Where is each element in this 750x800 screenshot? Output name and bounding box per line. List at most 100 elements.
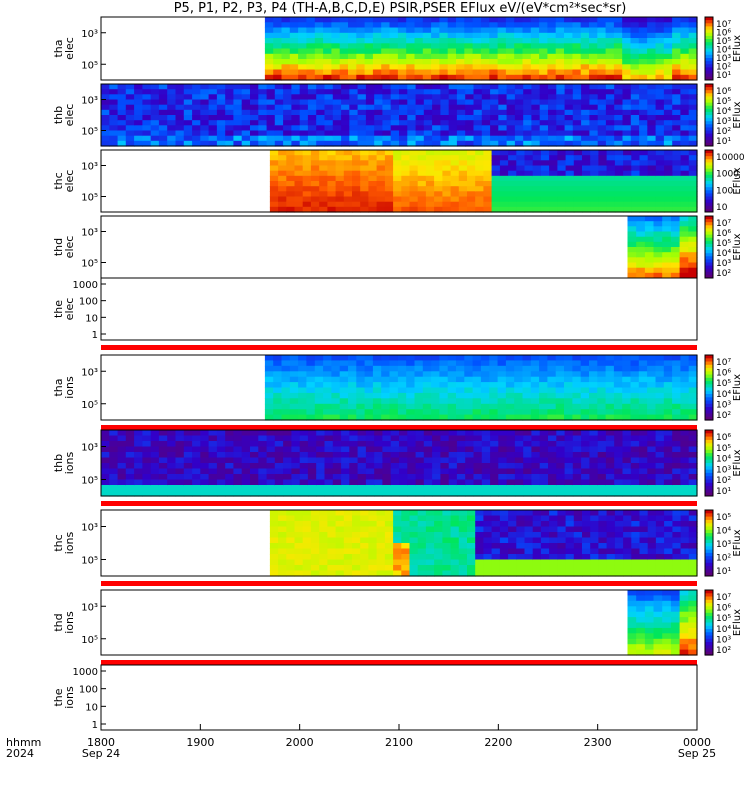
heatmap-cell <box>647 485 657 492</box>
heatmap-cell <box>109 104 119 111</box>
heatmap-cell <box>264 22 274 29</box>
heatmap-cell <box>175 446 185 453</box>
heatmap-cell <box>540 191 550 198</box>
heatmap-cell <box>564 392 573 399</box>
colorbar-segment <box>705 199 713 204</box>
heatmap-cell <box>679 257 689 264</box>
heatmap-cell <box>423 109 433 116</box>
heatmap-cell <box>508 186 517 192</box>
heatmap-cell <box>407 468 417 475</box>
heatmap-cell <box>548 135 557 142</box>
heatmap-cell <box>348 69 357 76</box>
heatmap-cell <box>341 485 350 492</box>
heatmap-cell <box>390 84 400 90</box>
heatmap-cell <box>680 64 690 71</box>
heatmap-cell <box>192 474 201 481</box>
heatmap-cell <box>109 125 119 132</box>
heatmap-cell <box>456 22 465 29</box>
heatmap-cell <box>332 452 342 459</box>
heatmap-cell <box>360 165 369 172</box>
heatmap-cell <box>372 403 382 410</box>
heatmap-cell <box>572 32 582 39</box>
heatmap-cell <box>447 22 457 29</box>
heatmap-cell <box>467 543 476 550</box>
heatmap-cell <box>480 376 490 383</box>
heatmap-cell <box>310 537 320 544</box>
colorbar-segment <box>705 225 713 229</box>
heatmap-cell <box>241 125 251 132</box>
heatmap-cell <box>465 452 475 459</box>
heatmap-cell <box>319 160 328 167</box>
heatmap-cell <box>348 355 357 361</box>
heatmap-cell <box>530 392 540 399</box>
heatmap-cell <box>283 135 292 142</box>
heatmap-cell <box>415 120 425 126</box>
heatmap-cell <box>653 617 663 624</box>
heatmap-cell <box>364 376 374 383</box>
heatmap-cell <box>597 387 607 394</box>
heatmap-cell <box>335 543 345 550</box>
heatmap-cell <box>448 474 458 481</box>
heatmap-cell <box>491 191 501 198</box>
heatmap-cell <box>688 554 698 561</box>
heatmap-cell <box>672 398 681 405</box>
heatmap-cell <box>622 89 632 95</box>
heatmap-cell <box>647 548 657 555</box>
heatmap-cell <box>356 32 366 39</box>
heatmap-cell <box>225 463 235 470</box>
heatmap-cell <box>291 463 301 470</box>
heatmap-cell <box>314 365 324 372</box>
heatmap-cell <box>448 463 458 470</box>
heatmap-cell <box>294 521 304 528</box>
heatmap-cell <box>598 570 608 577</box>
heatmap-cell <box>524 526 534 533</box>
heatmap-cell <box>283 463 292 470</box>
heatmap-cell <box>397 360 407 367</box>
heatmap-cell <box>314 387 324 394</box>
heatmap-cell <box>491 175 501 182</box>
heatmap-cell <box>357 109 367 116</box>
heatmap-cell <box>364 64 374 71</box>
heatmap-cell <box>688 543 698 550</box>
heatmap-cell <box>475 175 484 182</box>
heatmap-cell <box>606 510 616 517</box>
heatmap-cell <box>439 409 449 416</box>
heatmap-cell <box>630 485 640 492</box>
heatmap-cell <box>662 600 672 607</box>
colorbar-segment <box>705 124 713 128</box>
heatmap-cell <box>316 84 326 90</box>
heatmap-cell <box>415 463 425 470</box>
heatmap-cell <box>481 104 491 111</box>
heatmap-cell <box>464 382 474 389</box>
heatmap-cell <box>264 403 274 410</box>
heatmap-cell <box>314 355 324 361</box>
heatmap-cell <box>332 441 342 448</box>
heatmap-cell <box>473 140 483 147</box>
heatmap-cell <box>539 109 549 116</box>
heatmap-cell <box>384 554 394 561</box>
heatmap-cell <box>672 565 682 572</box>
heatmap-cell <box>655 565 665 572</box>
heatmap-cell <box>582 160 591 167</box>
heatmap-cell <box>531 468 541 475</box>
heatmap-cell <box>306 64 316 71</box>
heatmap-cell <box>523 490 533 497</box>
heatmap-cell <box>613 69 623 76</box>
heatmap-cell <box>269 565 279 572</box>
heatmap-cell <box>319 165 328 172</box>
heatmap-cell <box>473 485 483 492</box>
heatmap-cell <box>432 457 441 464</box>
heatmap-cell <box>349 463 359 470</box>
heatmap-cell <box>490 109 499 116</box>
heatmap-cell <box>440 104 450 111</box>
heatmap-cell <box>299 468 309 475</box>
heatmap-cell <box>125 99 135 106</box>
heatmap-cell <box>302 554 312 561</box>
heatmap-cell <box>475 201 484 208</box>
heatmap-cell <box>323 360 332 367</box>
heatmap-cell <box>422 403 432 410</box>
heatmap-cell <box>605 130 615 137</box>
heatmap-cell <box>241 441 251 448</box>
heatmap-cell <box>442 548 452 555</box>
heatmap-cell <box>158 430 168 437</box>
